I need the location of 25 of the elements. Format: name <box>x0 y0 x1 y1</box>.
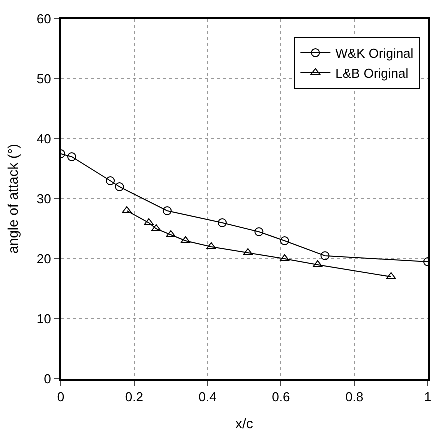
x-tick-label: 0.8 <box>346 390 364 405</box>
x-tick-label: 0 <box>57 390 65 405</box>
x-tick-label: 1 <box>424 390 432 405</box>
y-tick-label: 20 <box>36 252 52 267</box>
point <box>68 152 77 162</box>
y-axis-title: angle of attack (°) <box>5 144 22 254</box>
legend-label: W&K Original <box>336 46 414 62</box>
point <box>280 236 290 246</box>
y-tick-label: 0 <box>44 372 52 387</box>
point <box>254 228 264 236</box>
x-tick-label: 0.6 <box>272 390 290 405</box>
legend-label: L&B Original <box>336 66 409 81</box>
y-tick-label: 30 <box>36 192 52 207</box>
y-tick-label: 40 <box>36 132 52 147</box>
point <box>115 182 124 192</box>
y-tick-label: 50 <box>36 72 52 87</box>
point <box>162 206 172 216</box>
y-tick-label: 60 <box>36 12 52 27</box>
x-tick-label: 0.4 <box>198 390 217 405</box>
y-tick-label: 10 <box>36 312 52 327</box>
point <box>320 252 330 260</box>
x-tick-label: 0.2 <box>125 390 144 405</box>
point <box>218 218 227 228</box>
x-axis-title: x/c <box>236 415 254 432</box>
point <box>106 176 116 186</box>
